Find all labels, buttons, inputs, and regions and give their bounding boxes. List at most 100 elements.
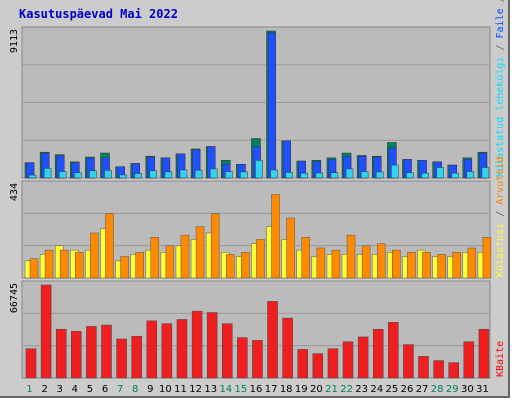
bar-kulastatud-lehekulgi [406,172,414,179]
bar-arvuteid [90,232,99,279]
bar-kbaite [433,360,444,379]
bar-kbaite [206,312,218,379]
bar-kulastatud-lehekulgi [149,170,158,179]
bar-kulastatud-lehekulgi [134,173,142,179]
bar-kbaite [252,340,263,379]
bar-kbaite [176,319,188,379]
bar-kulastatud-lehekulgi [330,172,339,179]
x-tick-label: 24 [370,384,383,395]
bar-arvuteid [437,254,446,279]
legend-top: Külastatud lehekülgi / Faile / Pöördumis… [495,0,506,177]
bar-kulastatud-lehekulgi [89,170,97,179]
bar-kbaite [146,320,158,379]
bar-kbaite [388,322,399,379]
x-tick-label: 8 [132,384,138,395]
bar-kulastatud-lehekulgi [481,167,490,179]
x-tick-label: 9 [147,384,153,395]
x-tick-label: 25 [386,384,399,395]
x-tick-label: 5 [87,384,93,395]
bar-kbaite [237,337,248,379]
bar-kbaite [25,348,37,379]
bar-kbaite [448,362,459,379]
bar-kulastatud-lehekulgi [225,171,233,179]
x-tick-label: 4 [72,384,78,395]
bar-kbaite [267,301,278,379]
legend-entry: Külastatud lehekülgi [495,57,506,177]
bar-kulastatud-lehekulgi [164,171,173,179]
x-tick-label: 21 [325,384,338,395]
bar-arvuteid [256,239,265,279]
bar-arvuteid [44,249,54,279]
x-tick-label: 7 [117,384,123,395]
bar-kulastatud-lehekulgi [179,169,188,179]
bar-arvuteid [467,247,477,279]
bar-kbaite [55,328,67,379]
bar-arvuteid [452,252,461,279]
bar-kulastatud-lehekulgi [58,171,67,179]
bar-arvuteid [210,213,220,279]
bar-kbaite [342,341,354,379]
bar-kbaite [86,326,97,379]
legend-entry: / [495,0,506,8]
bar-kulastatud-lehekulgi [466,171,475,179]
bar-arvuteid [361,245,371,279]
bar-arvuteid [195,226,205,279]
x-tick-label: 31 [476,384,489,395]
bar-arvuteid [422,252,431,279]
bar-kulastatud-lehekulgi [285,172,293,179]
bar-kulastatud-lehekulgi [421,172,429,179]
bar-arvuteid [241,252,250,279]
bar-kbaite [418,356,429,379]
x-tick-label: 10 [159,384,172,395]
bar-kbaite [403,344,414,379]
bar-arvuteid [346,234,356,279]
bar-kulastatud-lehekulgi [209,168,218,179]
bar-arvuteid [105,213,114,279]
bar-kbaite [222,323,233,379]
bar-kulastatud-lehekulgi [119,174,127,179]
bar-kbaite [131,335,142,379]
x-tick-label: 28 [431,384,444,395]
x-tick-label: 1 [26,384,32,395]
bar-kulastatud-lehekulgi [375,171,384,179]
legend-entry: / [495,205,506,223]
bar-arvuteid [135,252,144,279]
bar-arvuteid [180,234,190,279]
x-tick-label: 2 [41,384,47,395]
bar-arvuteid [316,247,326,279]
bar-kulastatud-lehekulgi [104,170,112,179]
bar-kbaite [478,328,490,379]
legend-bottom: KBaite [495,341,506,377]
legend-middle: Külastusi / Arvuteid [495,157,506,277]
bar-kbaite [191,310,203,379]
bar-arvuteid [150,237,160,279]
x-tick-label: 18 [280,384,293,395]
bar-arvuteid [226,254,235,279]
x-tick-label: 19 [295,384,308,395]
bar-arvuteid [331,249,341,279]
bar-kbaite [327,348,339,379]
bar-kulastatud-lehekulgi [300,172,308,179]
bar-kulastatud-lehekulgi [255,160,263,179]
bar-kbaite [161,323,173,379]
bar-arvuteid [392,249,401,279]
bar-arvuteid [75,252,84,279]
bar-kulastatud-lehekulgi [391,164,399,179]
x-tick-label: 27 [416,384,429,395]
x-tick-label: 12 [189,384,202,395]
bar-kulastatud-lehekulgi [270,169,278,179]
bar-kulastatud-lehekulgi [436,167,444,179]
bar-kbaite [297,349,308,379]
bar-kulastatud-lehekulgi [74,172,82,179]
bar-kulastatud-lehekulgi [43,168,52,179]
legend-entry: / [495,39,506,57]
bar-arvuteid [120,256,129,279]
bar-kulastatud-lehekulgi [315,172,324,179]
y-max-label-middle: 434 [9,183,20,201]
bar-kulastatud-lehekulgi [240,171,248,179]
bar-arvuteid [271,194,280,279]
y-max-label-top: 9113 [9,29,20,53]
bar-kulastatud-lehekulgi [451,172,459,179]
x-tick-label: 11 [174,384,187,395]
